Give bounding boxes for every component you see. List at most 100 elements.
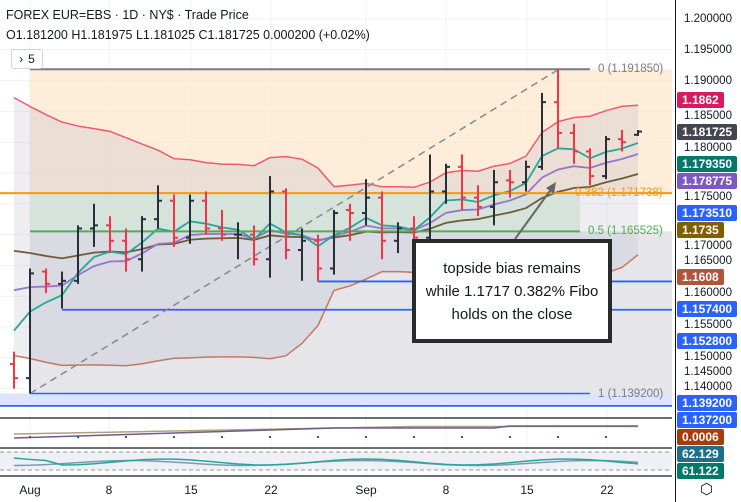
histogram-dot xyxy=(365,436,367,438)
indicators-toggle-button[interactable]: › 5 xyxy=(11,49,43,69)
histogram-dot xyxy=(221,436,223,438)
candle xyxy=(586,148,594,186)
candle xyxy=(570,123,578,164)
date-tick-label: 8 xyxy=(442,483,450,497)
settings-gear-icon[interactable]: ⬡ xyxy=(700,481,714,498)
candle xyxy=(90,203,98,247)
date-tick-label: 22 xyxy=(600,483,614,497)
price-badge: 1.1862 xyxy=(677,92,724,108)
rsi-line xyxy=(13,457,639,466)
candle xyxy=(10,351,18,389)
price-badge: 1.157400 xyxy=(677,301,738,317)
ohlc-readout: O1.181200 H1.181975 L1.181025 C1.181725 … xyxy=(6,28,370,42)
price-tick-label: 1.190000 xyxy=(684,74,732,87)
fib-level-label: 0.382 (1.171738) xyxy=(575,187,663,200)
ema-fast-line xyxy=(13,142,639,332)
histogram-dot xyxy=(29,436,31,438)
candle xyxy=(58,271,66,309)
candle xyxy=(42,268,50,294)
price-tick-label: 1.195000 xyxy=(684,43,732,56)
candle xyxy=(234,222,242,260)
price-tick-label: 1.170000 xyxy=(684,240,732,252)
candle xyxy=(362,179,370,226)
candle xyxy=(378,191,386,260)
fib-level-label: 0 (1.191850) xyxy=(598,63,664,76)
candle xyxy=(522,160,530,192)
price-badge: 1.173510 xyxy=(677,205,738,221)
arrow-head-icon xyxy=(546,182,556,194)
candle xyxy=(106,216,114,254)
candle xyxy=(74,225,82,284)
fib-level-label: 0.5 (1.165525) xyxy=(588,225,663,238)
candle xyxy=(298,228,306,281)
indicators-count: 5 xyxy=(28,52,35,66)
candle xyxy=(282,188,290,260)
candle xyxy=(266,176,274,278)
date-tick-label: 15 xyxy=(184,483,198,497)
price-badge: 1.179350 xyxy=(677,156,738,172)
candle xyxy=(490,169,498,226)
histogram-dot xyxy=(269,436,271,438)
candle xyxy=(26,268,34,394)
price-tick-label: 1.180000 xyxy=(684,142,732,154)
candle xyxy=(186,194,194,244)
annotation-arrow xyxy=(514,187,553,240)
price-badge: 0.0006 xyxy=(677,429,724,445)
annotation-line: holds on the close xyxy=(451,305,573,323)
candle xyxy=(426,154,434,247)
fib-zone-382-5 xyxy=(30,193,580,232)
chevron-right-icon: › xyxy=(19,52,24,66)
candle xyxy=(458,154,466,210)
candle xyxy=(618,129,626,152)
date-tick-label: Sep xyxy=(355,483,377,497)
date-tick-label: 22 xyxy=(264,483,278,497)
macd-line xyxy=(13,425,638,439)
support-zone xyxy=(0,393,672,406)
candle xyxy=(202,191,210,235)
candle xyxy=(154,185,162,229)
price-badge: 1.1735 xyxy=(677,222,724,238)
histogram-dot xyxy=(125,436,127,438)
annotation-line: topside bias remains xyxy=(443,259,581,277)
histogram-dot xyxy=(77,436,79,438)
candle xyxy=(250,225,258,266)
candle xyxy=(538,92,546,170)
symbol-title: FOREX EUR=EBS · 1D · NY$ · Trade Price xyxy=(6,8,249,22)
candle xyxy=(218,209,226,241)
price-tick-label: 1.150000 xyxy=(684,351,732,363)
histogram-dot xyxy=(413,436,415,438)
candle xyxy=(634,130,642,136)
price-badge: 1.181725 xyxy=(677,124,738,140)
annotation-callout[interactable]: topside bias remains while 1.1717 0.382%… xyxy=(412,239,612,343)
price-badge: 62.129 xyxy=(677,446,724,462)
price-badge: 1.1608 xyxy=(677,269,724,285)
price-badge: 1.178775 xyxy=(677,173,738,189)
ema-mid-line xyxy=(13,153,639,292)
candle xyxy=(506,169,514,198)
candle xyxy=(346,203,354,241)
histogram-dot xyxy=(461,436,463,438)
price-tick-label: 1.140000 xyxy=(684,381,732,393)
fib-zone-0-382 xyxy=(30,69,672,194)
fib-level-label: 1 (1.139200) xyxy=(598,387,664,400)
annotation-line: while 1.1717 0.382% Fibo xyxy=(425,282,599,300)
price-tick-label: 1.155000 xyxy=(684,319,732,331)
histogram-dot xyxy=(173,436,175,438)
candle xyxy=(314,234,322,282)
candle xyxy=(442,163,450,204)
candle xyxy=(138,216,146,272)
price-tick-label: 1.160000 xyxy=(684,287,732,299)
histogram-dot xyxy=(317,436,319,438)
price-tick-label: 1.200000 xyxy=(684,13,732,25)
candle xyxy=(474,185,482,217)
price-tick-label: 1.165000 xyxy=(684,255,732,267)
bollinger-upper-line xyxy=(13,96,639,189)
candle xyxy=(122,228,130,272)
price-badge: 61.122 xyxy=(677,463,724,479)
date-tick-label: 15 xyxy=(520,483,534,497)
date-tick-label: 8 xyxy=(105,483,113,497)
histogram-dot xyxy=(509,436,511,438)
price-axis[interactable]: 1.200000 1.195000 1.190000 1.185000 1.180000… xyxy=(675,0,741,502)
price-badge: 1.152800 xyxy=(677,333,738,349)
histogram-dot xyxy=(605,436,607,438)
